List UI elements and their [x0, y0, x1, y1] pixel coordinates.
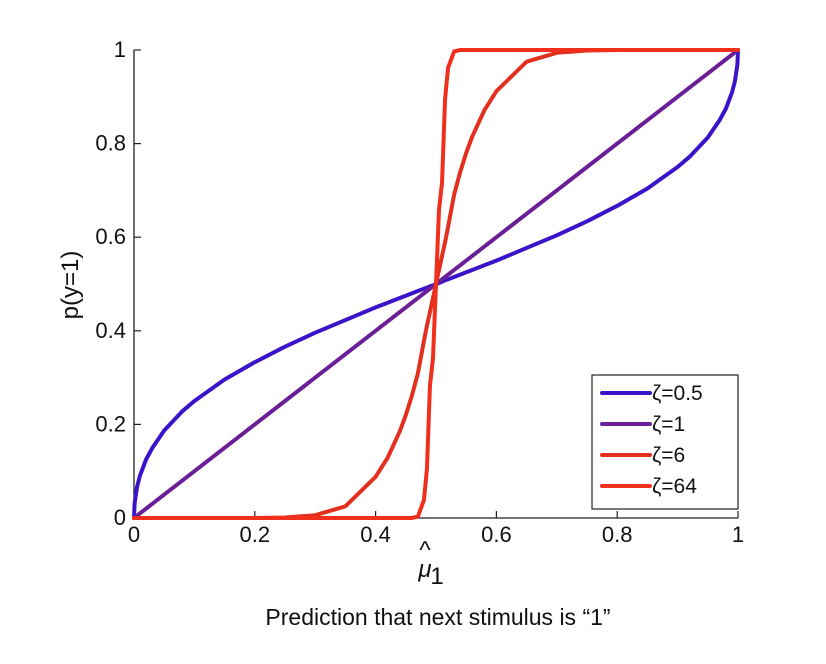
x-axis-label: μ ^ 1: [417, 537, 443, 590]
y-tick-label: 0.6: [95, 224, 126, 249]
chart-caption: Prediction that next stimulus is “1”: [265, 604, 610, 630]
x-axis-label-symbol: μ: [417, 556, 431, 583]
x-axis-label-subscript: 1: [430, 563, 443, 590]
x-tick-label: 0: [128, 522, 140, 547]
x-tick-label: 0.4: [360, 522, 391, 547]
x-tick-label: 0.6: [481, 522, 512, 547]
y-tick-label: 0: [114, 505, 126, 530]
y-tick-label: 0.2: [95, 411, 126, 436]
legend-label: ζ=0.5: [652, 382, 703, 405]
legend-label: ζ=6: [652, 444, 685, 467]
x-tick-label: 0.8: [602, 522, 633, 547]
legend-label: ζ=64: [652, 475, 697, 498]
axes: 0 0.2 0.4 0.6 0.8 1 0 0.2 0.4 0.6 0.8 1: [95, 37, 744, 547]
y-axis-label: p(y=1): [57, 251, 84, 320]
y-tick-label: 1: [114, 37, 126, 62]
series-line-4: [132, 48, 740, 520]
y-tick-label: 0.4: [95, 318, 126, 343]
legend-label: ζ=1: [652, 413, 685, 436]
x-tick-label: 1: [732, 522, 744, 547]
x-axis-label-hat: ^: [419, 537, 431, 564]
series-lines: [132, 48, 740, 520]
legend: ζ=0.5 ζ=1 ζ=6 ζ=64: [591, 374, 739, 510]
x-tick-label: 0.2: [240, 522, 271, 547]
y-tick-label: 0.8: [95, 131, 126, 156]
